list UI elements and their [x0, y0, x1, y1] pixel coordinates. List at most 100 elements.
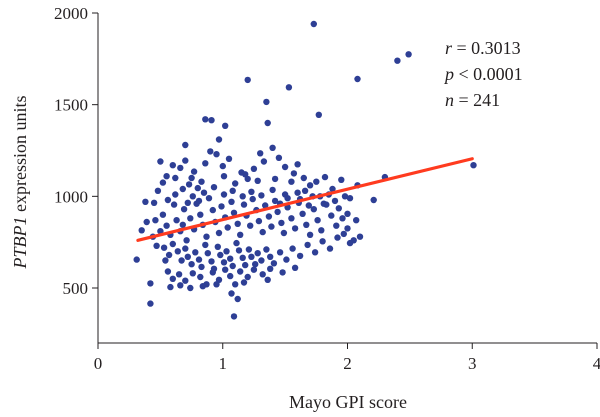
data-point [270, 260, 278, 267]
data-point [210, 184, 218, 191]
data-point [179, 185, 186, 193]
data-point [207, 148, 214, 155]
data-point [198, 263, 205, 271]
data-point [177, 282, 184, 289]
y-tick-label: 500 [63, 279, 89, 298]
data-point [262, 202, 269, 209]
data-point [227, 255, 234, 262]
data-point [164, 196, 172, 204]
x-ticks: 0 1 2 3 4 [94, 343, 600, 373]
data-point [344, 210, 351, 217]
data-point [172, 191, 179, 198]
data-point [227, 272, 234, 280]
data-point [160, 244, 168, 251]
data-point [185, 181, 193, 188]
data-point [224, 224, 231, 231]
data-point [178, 257, 185, 264]
data-point [318, 227, 325, 234]
data-point [319, 238, 326, 245]
data-point [239, 254, 246, 261]
x-tick-label: 0 [94, 354, 103, 373]
data-point [225, 155, 233, 162]
data-point [269, 186, 276, 194]
data-point [249, 195, 256, 203]
data-point [169, 162, 176, 169]
data-point [220, 173, 228, 180]
data-point [279, 269, 286, 276]
data-point [320, 200, 327, 207]
data-point [310, 206, 317, 213]
data-point [230, 313, 238, 320]
data-point [353, 217, 360, 224]
data-point [202, 160, 209, 167]
data-point [288, 178, 295, 185]
data-point [268, 223, 275, 230]
data-point [257, 150, 264, 157]
data-point [213, 281, 220, 288]
data-point [334, 234, 341, 241]
data-point [208, 258, 215, 265]
data-point [267, 265, 274, 272]
data-point [274, 208, 281, 216]
data-point [184, 199, 191, 206]
data-point [288, 215, 295, 222]
data-point [204, 250, 211, 257]
data-point [229, 187, 236, 194]
data-point [232, 281, 239, 288]
data-point [263, 98, 270, 106]
data-point [179, 221, 186, 228]
data-point [153, 242, 160, 249]
data-point [326, 245, 334, 252]
data-point [232, 180, 239, 187]
data-point [163, 173, 170, 180]
y-axis-label: PTBP1 expression units [10, 96, 30, 270]
data-point [180, 206, 188, 213]
data-point [311, 249, 319, 256]
data-point [220, 191, 228, 198]
data-point [152, 217, 159, 224]
data-point [205, 195, 213, 202]
data-point [252, 261, 259, 268]
data-point [223, 248, 230, 255]
data-point [159, 211, 167, 218]
data-point [254, 177, 261, 184]
data-point [189, 270, 196, 277]
data-point [187, 284, 194, 292]
data-point [248, 188, 255, 195]
data-point [177, 164, 184, 172]
data-point [157, 158, 164, 165]
x-axis-label: Mayo GPI score [289, 392, 407, 412]
data-point [250, 266, 258, 273]
data-point [354, 75, 361, 83]
data-point [356, 233, 364, 240]
x-tick-label: 4 [593, 354, 600, 373]
data-point [339, 215, 346, 222]
data-point [264, 119, 271, 127]
stat-n: n = 241 [445, 90, 500, 110]
data-point [304, 241, 311, 249]
data-point [183, 237, 190, 244]
data-point [215, 229, 223, 237]
data-point [235, 247, 243, 254]
data-point [143, 218, 150, 226]
stat-p: p < 0.0001 [443, 64, 523, 84]
data-point [188, 261, 195, 268]
data-point [214, 243, 221, 250]
data-point [283, 256, 290, 263]
data-point [175, 271, 183, 278]
data-point [159, 179, 167, 186]
data-point [234, 220, 241, 227]
data-point [313, 178, 320, 185]
data-point [271, 175, 279, 183]
data-point [244, 273, 251, 281]
y-tick-label: 2000 [54, 4, 88, 23]
data-point [192, 249, 199, 256]
data-point [248, 253, 255, 260]
data-point [209, 206, 216, 214]
data-point [203, 233, 210, 240]
data-point [167, 283, 174, 291]
data-point [219, 162, 226, 170]
data-point [173, 217, 180, 224]
data-point [265, 213, 273, 220]
data-point [172, 174, 179, 182]
